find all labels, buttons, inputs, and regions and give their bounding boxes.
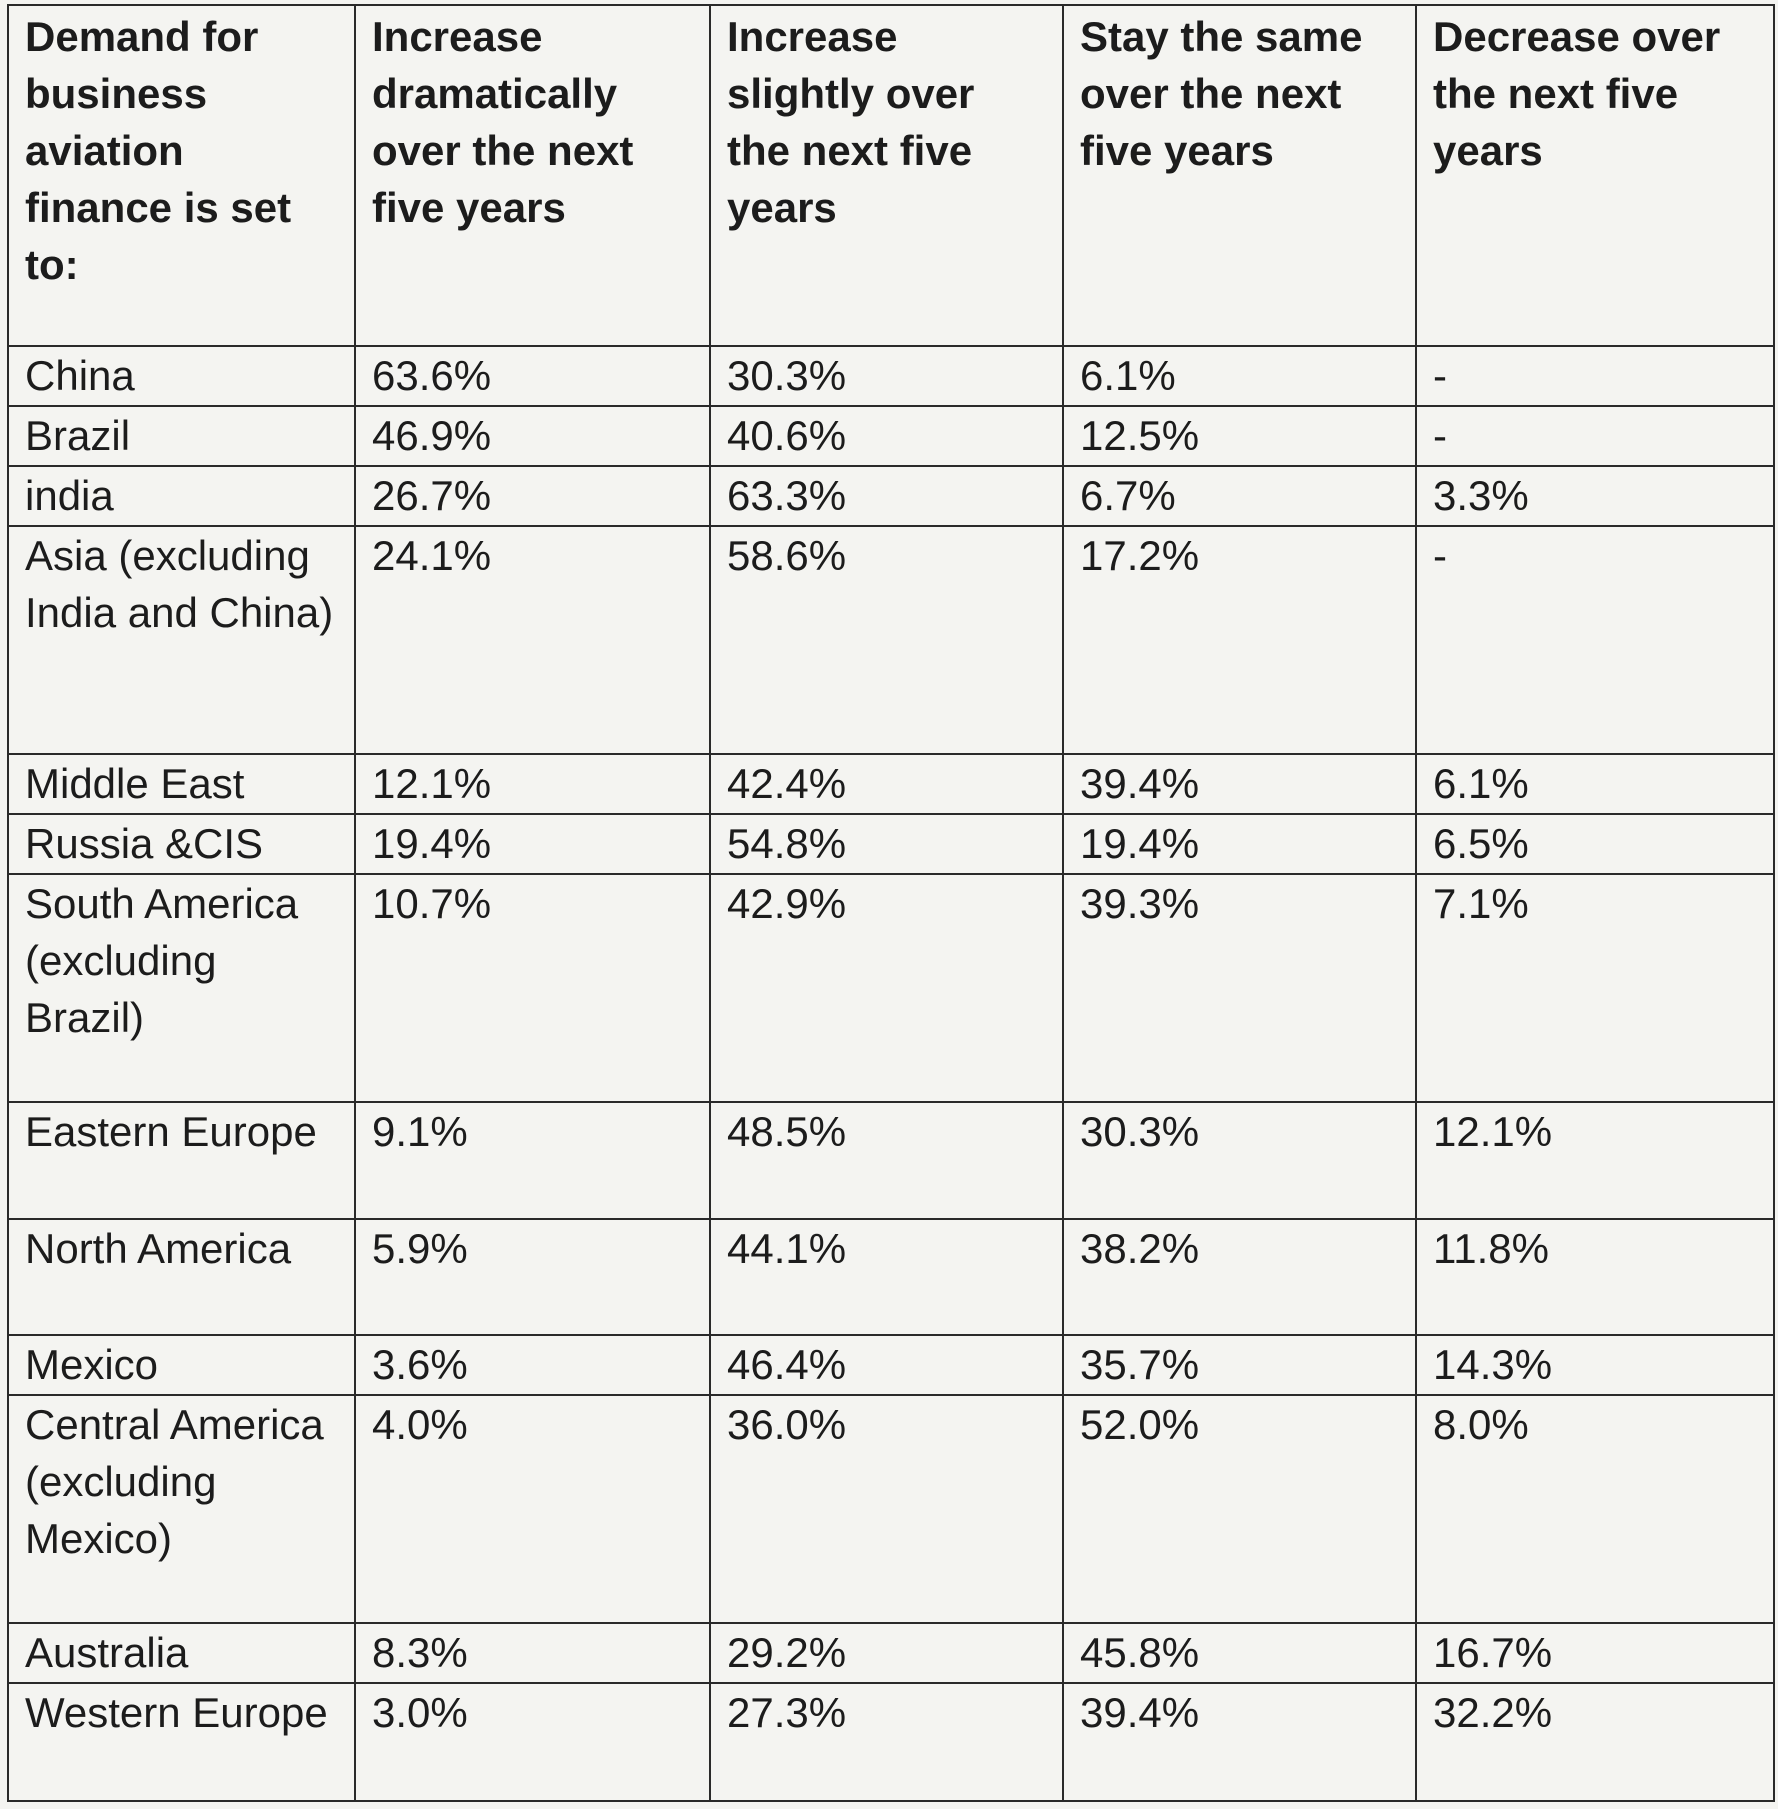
cell-stay-same: 6.7% [1062,464,1417,527]
cell-decrease: - [1415,524,1775,755]
cell-decrease: 32.2% [1415,1682,1775,1802]
cell-decrease: 14.3% [1415,1334,1775,1397]
cell-stay-same: 6.1% [1062,345,1417,407]
table-row: Central America (excluding Mexico) 4.0% 36… [7,1394,1775,1625]
cell-decrease: 16.7% [1415,1622,1775,1685]
cell-stay-same: 39.4% [1062,1682,1417,1802]
cell-stay-same: 17.2% [1062,524,1417,755]
cell-increase-dramatically: 10.7% [354,872,711,1103]
table-row: india 26.7% 63.3% 6.7% 3.3% [7,464,1775,527]
cell-increase-dramatically: 26.7% [354,464,711,527]
cell-increase-dramatically: 9.1% [354,1100,711,1220]
cell-increase-slightly: 46.4% [709,1334,1064,1397]
cell-region: Central America (excluding Mexico) [7,1394,356,1625]
cell-increase-slightly: 42.4% [709,752,1064,815]
cell-stay-same: 39.4% [1062,752,1417,815]
header-increase-dramatically: Increase dramatically over the next five… [354,4,711,347]
cell-region: South America (excluding Brazil) [7,872,356,1103]
cell-increase-dramatically: 24.1% [354,524,711,755]
cell-increase-dramatically: 3.6% [354,1334,711,1397]
cell-decrease: - [1415,404,1775,467]
cell-region: Australia [7,1622,356,1685]
cell-region: Russia &CIS [7,812,356,875]
header-region: Demand for business aviation finance is … [7,4,356,347]
cell-increase-slightly: 44.1% [709,1217,1064,1337]
cell-decrease: 11.8% [1415,1217,1775,1337]
cell-decrease: - [1415,345,1775,407]
cell-region: Brazil [7,404,356,467]
table-row: South America (excluding Brazil) 10.7% 42.… [7,872,1775,1103]
header-decrease: Decrease over the next five years [1415,4,1775,347]
cell-region: Mexico [7,1334,356,1397]
table-row: Asia (excluding India and China) 24.1% 58.… [7,524,1775,755]
cell-increase-slightly: 58.6% [709,524,1064,755]
cell-region: india [7,464,356,527]
demand-table: Demand for business aviation finance is … [7,4,1775,1802]
cell-decrease: 7.1% [1415,872,1775,1103]
cell-stay-same: 52.0% [1062,1394,1417,1625]
cell-decrease: 6.5% [1415,812,1775,875]
cell-stay-same: 12.5% [1062,404,1417,467]
table-row: China 63.6% 30.3% 6.1% - [7,345,1775,407]
header-row: Demand for business aviation finance is … [7,4,1775,347]
cell-stay-same: 19.4% [1062,812,1417,875]
table-row: North America 5.9% 44.1% 38.2% 11.8% [7,1217,1775,1337]
table-row: Western Europe 3.0% 27.3% 39.4% 32.2% [7,1682,1775,1802]
cell-decrease: 6.1% [1415,752,1775,815]
cell-decrease: 12.1% [1415,1100,1775,1220]
cell-decrease: 8.0% [1415,1394,1775,1625]
cell-stay-same: 38.2% [1062,1217,1417,1337]
table-body: China 63.6% 30.3% 6.1% - Brazil 46.9% 40.6% 12.5… [7,345,1775,1802]
cell-increase-dramatically: 12.1% [354,752,711,815]
header-increase-slightly: Increase slightly over the next five yea… [709,4,1064,347]
cell-increase-dramatically: 63.6% [354,345,711,407]
table-row: Middle East 12.1% 42.4% 39.4% 6.1% [7,752,1775,815]
cell-increase-dramatically: 19.4% [354,812,711,875]
table-row: Eastern Europe 9.1% 48.5% 30.3% 12.1% [7,1100,1775,1220]
cell-increase-dramatically: 8.3% [354,1622,711,1685]
cell-increase-dramatically: 5.9% [354,1217,711,1337]
cell-region: China [7,345,356,407]
cell-region: Middle East [7,752,356,815]
cell-increase-slightly: 29.2% [709,1622,1064,1685]
cell-increase-slightly: 48.5% [709,1100,1064,1220]
cell-stay-same: 45.8% [1062,1622,1417,1685]
header-stay-same: Stay the same over the next five years [1062,4,1417,347]
table-row: Russia &CIS 19.4% 54.8% 19.4% 6.5% [7,812,1775,875]
cell-stay-same: 39.3% [1062,872,1417,1103]
cell-region: Eastern Europe [7,1100,356,1220]
table-row: Mexico 3.6% 46.4% 35.7% 14.3% [7,1334,1775,1397]
cell-stay-same: 30.3% [1062,1100,1417,1220]
cell-region: Asia (excluding India and China) [7,524,356,755]
cell-increase-slightly: 27.3% [709,1682,1064,1802]
cell-increase-slightly: 30.3% [709,345,1064,407]
cell-increase-slightly: 40.6% [709,404,1064,467]
cell-increase-slightly: 36.0% [709,1394,1064,1625]
table-row: Brazil 46.9% 40.6% 12.5% - [7,404,1775,467]
cell-increase-slightly: 42.9% [709,872,1064,1103]
cell-region: North America [7,1217,356,1337]
cell-region: Western Europe [7,1682,356,1802]
cell-stay-same: 35.7% [1062,1334,1417,1397]
cell-increase-slightly: 63.3% [709,464,1064,527]
cell-increase-dramatically: 3.0% [354,1682,711,1802]
cell-increase-dramatically: 4.0% [354,1394,711,1625]
cell-decrease: 3.3% [1415,464,1775,527]
cell-increase-dramatically: 46.9% [354,404,711,467]
table-row: Australia 8.3% 29.2% 45.8% 16.7% [7,1622,1775,1685]
cell-increase-slightly: 54.8% [709,812,1064,875]
